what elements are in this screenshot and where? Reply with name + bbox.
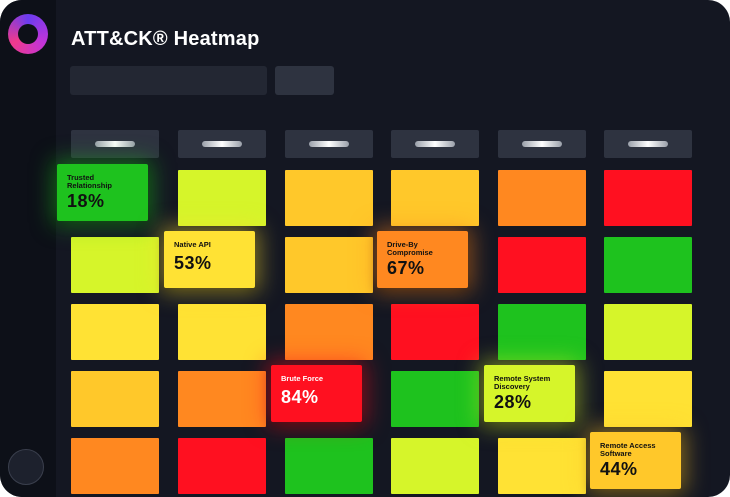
column-header-placeholder [309,141,349,147]
filter-button[interactable] [275,66,334,95]
heatmap-cell[interactable] [391,304,479,360]
heatmap-cell[interactable] [71,438,159,494]
heatmap-cell[interactable] [71,237,159,293]
column-header-4[interactable] [391,130,479,158]
heatmap-cell[interactable] [498,237,586,293]
heatmap-cell[interactable] [604,371,692,427]
heatmap-cell[interactable] [71,304,159,360]
technique-name: Drive-By Compromise [387,240,433,257]
technique-card[interactable]: Brute Force 84% [271,365,362,422]
technique-name: Native API [174,240,211,249]
logo-icon[interactable] [8,14,48,54]
technique-name: Brute Force [281,374,324,383]
technique-card[interactable]: Drive-By Compromise 67% [377,231,468,288]
heatmap-cell[interactable] [604,304,692,360]
column-header-placeholder [415,141,455,147]
heatmap-cell[interactable] [391,170,479,226]
technique-card[interactable]: Native API 53% [164,231,255,288]
page-title: ATT&CK® Heatmap [71,28,260,50]
technique-name: Remote Access Software [600,441,656,458]
column-header-3[interactable] [285,130,373,158]
column-header-6[interactable] [604,130,692,158]
heatmap-cell[interactable] [285,438,373,494]
heatmap-cell[interactable] [498,170,586,226]
avatar[interactable] [8,449,44,485]
heatmap-cell[interactable] [391,371,479,427]
heatmap-cell[interactable] [285,237,373,293]
heatmap-cell[interactable] [285,170,373,226]
heatmap-cell[interactable] [178,170,266,226]
technique-card[interactable]: Remote Access Software 44% [590,432,681,489]
heatmap-cell[interactable] [71,371,159,427]
technique-percentage: 84% [281,387,319,407]
heatmap-cell[interactable] [285,304,373,360]
heatmap-cell[interactable] [178,371,266,427]
column-header-2[interactable] [178,130,266,158]
search-input[interactable] [70,66,267,95]
column-header-1[interactable] [71,130,159,158]
technique-percentage: 44% [600,459,638,479]
heatmap-cell[interactable] [604,237,692,293]
column-header-placeholder [628,141,668,147]
heatmap-cell[interactable] [178,304,266,360]
technique-name: Trusted Relationship [67,173,113,190]
heatmap-cell[interactable] [498,304,586,360]
heatmap-cell[interactable] [498,438,586,494]
column-header-placeholder [202,141,242,147]
technique-card[interactable]: Trusted Relationship 18% [57,164,148,221]
technique-percentage: 67% [387,258,425,278]
technique-card[interactable]: Remote System Discovery 28% [484,365,575,422]
heatmap-cell[interactable] [178,438,266,494]
column-header-placeholder [522,141,562,147]
technique-name: Remote System Discovery [494,374,551,391]
technique-percentage: 53% [174,253,212,273]
technique-percentage: 18% [67,191,105,211]
sidebar [0,0,56,497]
column-header-placeholder [95,141,135,147]
heatmap-cell[interactable] [604,170,692,226]
heatmap-cell[interactable] [391,438,479,494]
column-header-5[interactable] [498,130,586,158]
technique-percentage: 28% [494,392,532,412]
